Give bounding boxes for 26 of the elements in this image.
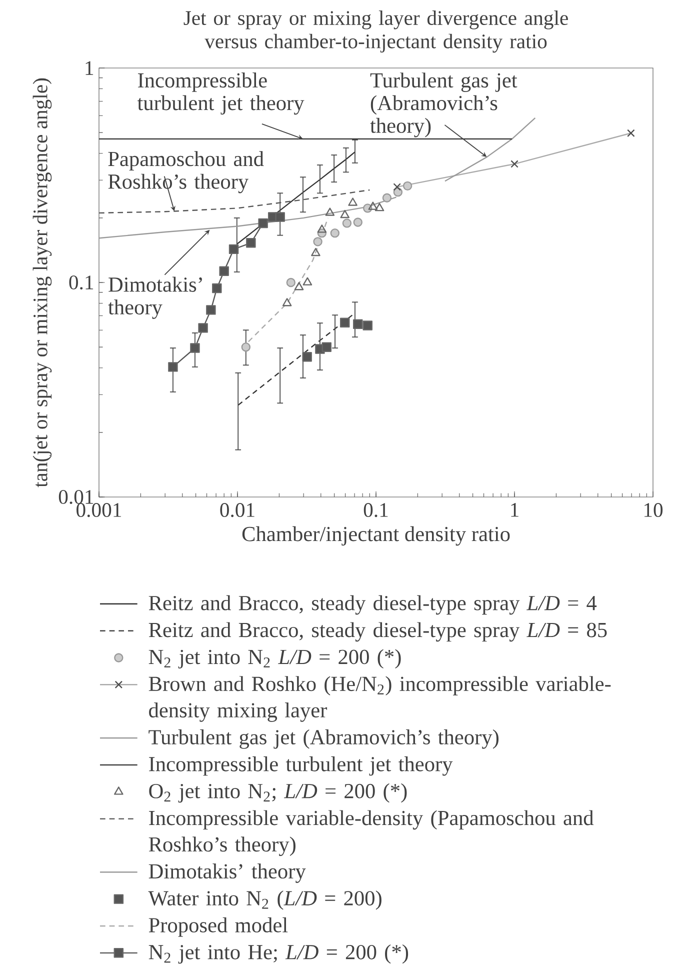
legend-label: Incompressible turbulent jet theory [149,756,453,776]
x-tick-label: 10 [644,503,663,517]
legend-label: Reitz and Bracco, steady diesel-type spray L/D = 85 [148,622,607,642]
x-tick-label: 0.1 [364,503,388,518]
legend-label: O$_{2}$ jet into N$_{2}$; L/D = 200 (*) [149,783,407,803]
chart-title: Jet or spray or mixing layer divergence angle versus chamber-to-injectant density ratio [184,10,568,53]
x-tick-label: 0.001 [76,503,122,518]
y-tick-label: 0.01 [58,490,94,504]
legend-label: Water into N$_{2}$ (L/D = 200) [148,890,382,910]
x-axis-title: Chamber/injectant density ratio [242,526,510,546]
y-tick-label: 1 [86,61,94,75]
x-tick-label: 1 [511,503,518,517]
legend-label: Proposed model [148,917,288,937]
y-axis-title: tan(jet or spray or mixing layer divergence angle) [32,78,52,488]
annotation: Turbulent gas jet (Abramovich’s theory) [370,72,518,138]
text: Brown and Roshko (He/N$_{2}$) incompressible variable-density mixing layer [148,676,611,722]
legend-label: Reitz and Bracco, steady diesel-type spray L/D = 4 [148,595,597,615]
legend-label: Turbulent gas jet (Abramovich’s theory) [148,729,498,749]
legend-label: N$_{2}$ jet into He; L/D = 200 (*) [148,944,408,964]
y-tick-label: 0.1 [69,275,94,290]
legend-label: N$_{2}$ jet into N$_{2}$ L/D = 200 (*) [148,649,401,668]
legend-label: Incompressible variable-density (Papamoschou and Roshko’s theory) [148,810,594,856]
x-tick-label: 0.01 [220,503,254,518]
annotation: Dimotakis’ theory [108,276,202,319]
legend-label: Dimotakis’ theory [148,864,306,883]
annotation: Incompressible turbulent jet theory [137,72,304,115]
